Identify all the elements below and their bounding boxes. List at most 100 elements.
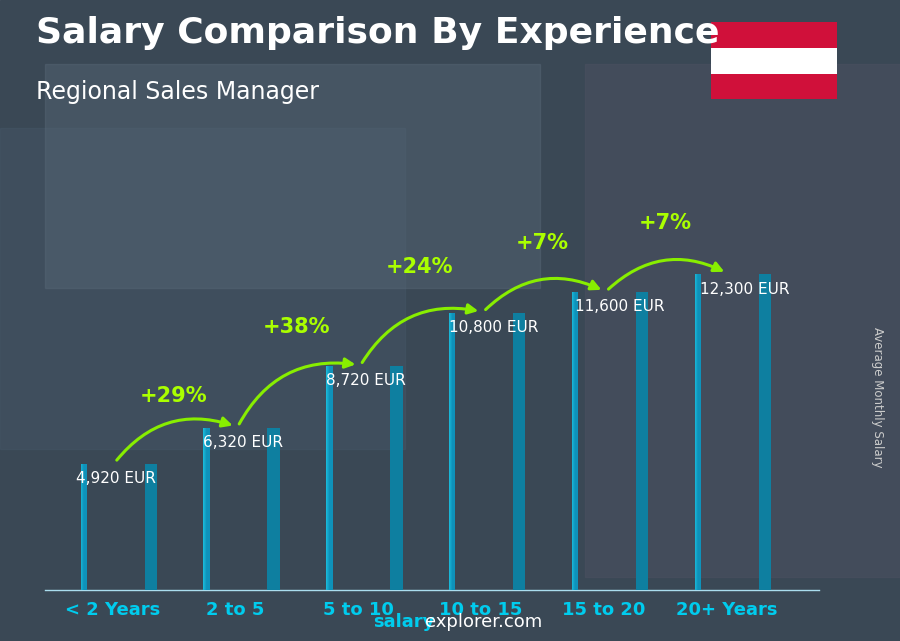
Bar [450, 313, 453, 590]
Bar [205, 428, 209, 590]
Bar [204, 428, 208, 590]
Bar [204, 428, 208, 590]
Bar [82, 463, 85, 590]
Text: 6,320 EUR: 6,320 EUR [203, 435, 284, 450]
Bar [574, 292, 578, 590]
Bar [572, 292, 575, 590]
Bar [205, 428, 209, 590]
Bar [329, 366, 332, 590]
Bar [572, 292, 575, 590]
Bar [84, 463, 87, 590]
Polygon shape [145, 463, 157, 590]
Bar [696, 274, 699, 590]
Bar [206, 428, 209, 590]
Bar [327, 366, 330, 590]
Bar [83, 463, 86, 590]
Text: Regional Sales Manager: Regional Sales Manager [36, 80, 319, 104]
Bar [84, 463, 86, 590]
Bar [574, 292, 578, 590]
Bar [203, 428, 207, 590]
Bar [451, 313, 454, 590]
Bar [83, 463, 86, 590]
Bar [698, 274, 701, 590]
Bar [206, 428, 210, 590]
Text: 12,300 EUR: 12,300 EUR [700, 281, 789, 297]
Bar [698, 274, 701, 590]
Bar [45, 64, 540, 288]
Bar [450, 313, 454, 590]
Bar [81, 463, 85, 590]
Text: explorer.com: explorer.com [425, 613, 542, 631]
Bar [81, 463, 84, 590]
Bar [451, 313, 454, 590]
Bar [573, 292, 577, 590]
Bar [573, 292, 577, 590]
Text: Average Monthly Salary: Average Monthly Salary [871, 327, 884, 468]
Bar [698, 274, 701, 590]
Bar [328, 366, 331, 590]
Text: 4,920 EUR: 4,920 EUR [76, 470, 156, 486]
Bar [697, 274, 699, 590]
Bar [696, 274, 698, 590]
Bar [575, 292, 579, 590]
Text: +38%: +38% [263, 317, 330, 337]
Polygon shape [759, 274, 771, 590]
Bar [83, 463, 86, 590]
Bar [0, 128, 405, 449]
Bar [83, 463, 86, 590]
Bar [205, 428, 208, 590]
Bar [204, 428, 207, 590]
Bar [329, 366, 332, 590]
Bar [328, 366, 331, 590]
Bar [82, 463, 86, 590]
Bar [697, 274, 699, 590]
Bar [327, 366, 330, 590]
Bar [574, 292, 578, 590]
Bar [205, 428, 208, 590]
Bar [81, 463, 85, 590]
Bar [82, 463, 86, 590]
Bar [450, 313, 454, 590]
Text: salary: salary [374, 613, 435, 631]
Bar [328, 366, 330, 590]
Text: +29%: +29% [140, 386, 208, 406]
Bar [449, 313, 453, 590]
Text: 11,600 EUR: 11,600 EUR [574, 299, 664, 315]
Bar [204, 428, 208, 590]
Bar [572, 292, 576, 590]
Bar [574, 292, 577, 590]
Bar [449, 313, 453, 590]
Bar [450, 313, 454, 590]
Bar [711, 74, 837, 99]
Bar [452, 313, 454, 590]
Bar [81, 463, 84, 590]
Polygon shape [267, 428, 280, 590]
Text: 8,720 EUR: 8,720 EUR [327, 373, 406, 388]
Bar [83, 463, 86, 590]
Text: +7%: +7% [639, 213, 692, 233]
Bar [695, 274, 698, 590]
Bar [452, 313, 454, 590]
Bar [328, 366, 331, 590]
Bar [82, 463, 85, 590]
Bar [696, 274, 699, 590]
Bar [573, 292, 576, 590]
Bar [206, 428, 209, 590]
Bar [81, 463, 85, 590]
Bar [450, 313, 453, 590]
Bar [698, 274, 701, 590]
Bar [328, 366, 332, 590]
Bar [452, 313, 454, 590]
Bar [695, 274, 698, 590]
Bar [327, 366, 330, 590]
Bar [695, 274, 698, 590]
Bar [328, 366, 332, 590]
Bar [572, 292, 576, 590]
Bar [206, 428, 210, 590]
Bar [711, 22, 837, 48]
Bar [206, 428, 210, 590]
Bar [573, 292, 576, 590]
Bar [83, 463, 86, 590]
Bar [204, 428, 207, 590]
Text: Salary Comparison By Experience: Salary Comparison By Experience [36, 16, 719, 50]
